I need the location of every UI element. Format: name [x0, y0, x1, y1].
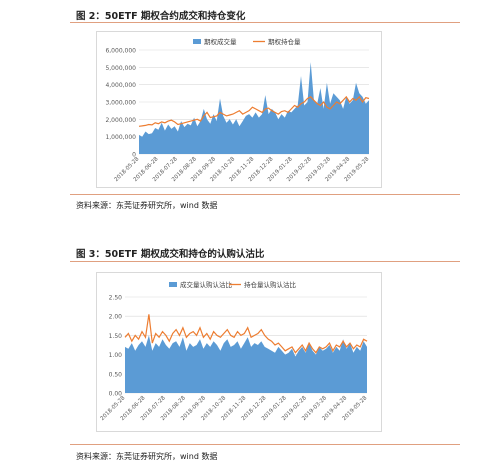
series-area-成交量认购认沽比 [125, 335, 367, 393]
y-tick-label: 2.50 [109, 295, 123, 302]
y-tick-label: 2,000,000 [105, 117, 136, 124]
figure-2-title: 图 2：50ETF 期权合约成交和持仓变化 [76, 11, 246, 22]
series-line-持仓量认购认沽比 [124, 314, 368, 354]
legend-swatch-area [169, 282, 177, 287]
y-tick-label: 0 [132, 152, 136, 159]
chart-1: 0 1,000,000 2,000,000 3,000,000 4,000,000 5,0… [105, 37, 370, 183]
y-tick-label: 4,000,000 [105, 82, 136, 89]
legend-label: 成交量认购认沽比 [180, 280, 233, 289]
figure-3-source: 资料来源：东莞证券研究所，wind 数据 [76, 452, 218, 461]
chart-1-frame: 0 1,000,000 2,000,000 3,000,000 4,000,000 5,0… [96, 31, 382, 188]
series-area-期权成交量 [139, 62, 369, 154]
title-rule [70, 261, 460, 262]
chart-2: 0.000.501.001.502.002.502018-05-282018-0… [100, 280, 369, 422]
y-tick-label: 6,000,000 [105, 48, 136, 55]
y-tick-label: 5,000,000 [105, 65, 136, 72]
title-rule [70, 22, 460, 23]
chart-2-frame: 0.00 0.50 1.00 1.50 2.00 2.50 2018-05-28 2018-0… [96, 272, 382, 432]
legend-swatch-area [193, 39, 201, 44]
y-tick-label: 1.50 [109, 333, 123, 340]
figure-2-source: 资料来源：东莞证券研究所，wind 数据 [76, 201, 218, 210]
series-line-期权持仓量 [138, 95, 370, 127]
y-tick-label: 0.00 [109, 391, 123, 398]
y-tick-label: 0.50 [109, 371, 123, 378]
source-rule [70, 194, 460, 195]
figure-3-title: 图 3：50ETF 期权成交和持仓的认购认沽比 [76, 249, 265, 260]
y-tick-label: 2.00 [109, 314, 123, 321]
y-tick-label: 1,000,000 [105, 134, 136, 141]
source-rule [70, 444, 460, 445]
legend-label: 期权成交量 [204, 37, 237, 46]
y-tick-label: 3,000,000 [105, 100, 136, 107]
legend-label: 持仓量认购认沽比 [244, 280, 297, 289]
y-tick-label: 1.00 [109, 352, 123, 359]
legend-label: 期权持仓量 [268, 37, 301, 46]
